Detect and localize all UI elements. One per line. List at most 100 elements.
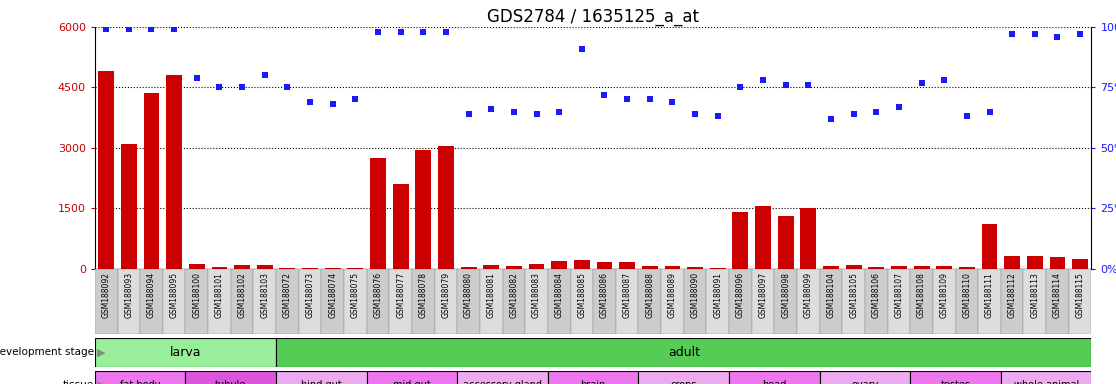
Bar — [321, 269, 344, 334]
Bar — [434, 269, 458, 334]
Bar — [822, 266, 839, 269]
Point — [935, 77, 953, 83]
Bar — [1004, 256, 1020, 269]
Bar — [458, 371, 548, 384]
Text: ▶: ▶ — [97, 347, 106, 358]
Text: GSM188105: GSM188105 — [849, 272, 858, 318]
Text: adult: adult — [667, 346, 700, 359]
Text: accessory gland: accessory gland — [463, 380, 542, 384]
Point — [1026, 31, 1043, 37]
Bar — [526, 269, 548, 334]
Text: GSM188106: GSM188106 — [872, 272, 881, 318]
Bar — [1072, 259, 1088, 269]
Bar — [661, 269, 684, 334]
Text: GSM188111: GSM188111 — [985, 272, 994, 318]
Bar — [185, 269, 208, 334]
Text: GSM188095: GSM188095 — [170, 272, 179, 318]
Text: GSM188114: GSM188114 — [1054, 272, 1062, 318]
Bar — [166, 75, 182, 269]
Bar — [797, 269, 819, 334]
Bar — [276, 269, 299, 334]
Text: GSM188085: GSM188085 — [577, 272, 586, 318]
Bar — [570, 269, 594, 334]
Bar — [279, 268, 296, 269]
Point — [119, 26, 137, 32]
Text: GSM188113: GSM188113 — [1030, 272, 1039, 318]
Point — [187, 74, 205, 81]
Text: GSM188079: GSM188079 — [442, 272, 451, 318]
Point — [845, 111, 863, 117]
Text: GSM188097: GSM188097 — [759, 272, 768, 318]
Bar — [95, 269, 117, 334]
Point — [731, 84, 749, 91]
Bar — [959, 267, 974, 269]
Bar — [597, 262, 613, 269]
Bar — [732, 212, 749, 269]
Bar — [1001, 269, 1023, 334]
Bar — [461, 267, 477, 269]
Text: ovary: ovary — [852, 380, 878, 384]
Point — [641, 96, 658, 103]
Text: tissue: tissue — [62, 380, 94, 384]
Bar — [819, 371, 911, 384]
Point — [958, 113, 975, 119]
Bar — [1049, 257, 1066, 269]
Text: mid gut: mid gut — [393, 380, 431, 384]
Bar — [729, 371, 819, 384]
Text: GSM188075: GSM188075 — [350, 272, 359, 318]
Bar — [778, 217, 793, 269]
Bar — [752, 269, 775, 334]
Bar — [502, 269, 526, 334]
Bar — [506, 266, 522, 269]
Point — [97, 26, 115, 32]
Bar — [800, 209, 816, 269]
Text: GSM188089: GSM188089 — [668, 272, 677, 318]
Bar — [276, 371, 367, 384]
Text: GSM188104: GSM188104 — [827, 272, 836, 318]
Bar — [1023, 269, 1046, 334]
Bar — [710, 268, 725, 269]
Text: ▶: ▶ — [97, 380, 106, 384]
Bar — [664, 266, 681, 269]
Bar — [548, 371, 638, 384]
Point — [596, 91, 614, 98]
Point — [550, 109, 568, 115]
Bar — [257, 265, 272, 269]
Text: GSM188101: GSM188101 — [215, 272, 224, 318]
Text: GSM188072: GSM188072 — [282, 272, 292, 318]
Text: GSM188080: GSM188080 — [464, 272, 473, 318]
Bar — [593, 269, 616, 334]
Point — [754, 77, 772, 83]
Point — [686, 111, 704, 117]
Point — [301, 99, 319, 105]
Text: GSM188094: GSM188094 — [147, 272, 156, 318]
Bar — [276, 338, 1091, 367]
Text: GSM188096: GSM188096 — [735, 272, 744, 318]
Point — [573, 46, 590, 52]
Bar — [367, 371, 458, 384]
Point — [664, 99, 682, 105]
Bar — [706, 269, 729, 334]
Bar — [756, 206, 771, 269]
Text: GSM188086: GSM188086 — [600, 272, 609, 318]
Text: GSM188112: GSM188112 — [1008, 272, 1017, 318]
Bar — [253, 269, 276, 334]
Point — [143, 26, 161, 32]
Bar — [911, 269, 933, 334]
Bar — [551, 261, 567, 269]
Bar — [574, 260, 589, 269]
Bar — [846, 265, 862, 269]
Text: GSM188091: GSM188091 — [713, 272, 722, 318]
Text: GSM188090: GSM188090 — [691, 272, 700, 318]
Bar — [865, 269, 887, 334]
Text: GSM188077: GSM188077 — [396, 272, 405, 318]
Point — [256, 72, 273, 78]
Text: GSM188074: GSM188074 — [328, 272, 337, 318]
Point — [889, 104, 907, 110]
Point — [913, 79, 931, 86]
Bar — [955, 269, 979, 334]
Bar — [548, 269, 570, 334]
Text: crops: crops — [671, 380, 696, 384]
Text: GSM188107: GSM188107 — [894, 272, 904, 318]
Bar — [638, 269, 661, 334]
